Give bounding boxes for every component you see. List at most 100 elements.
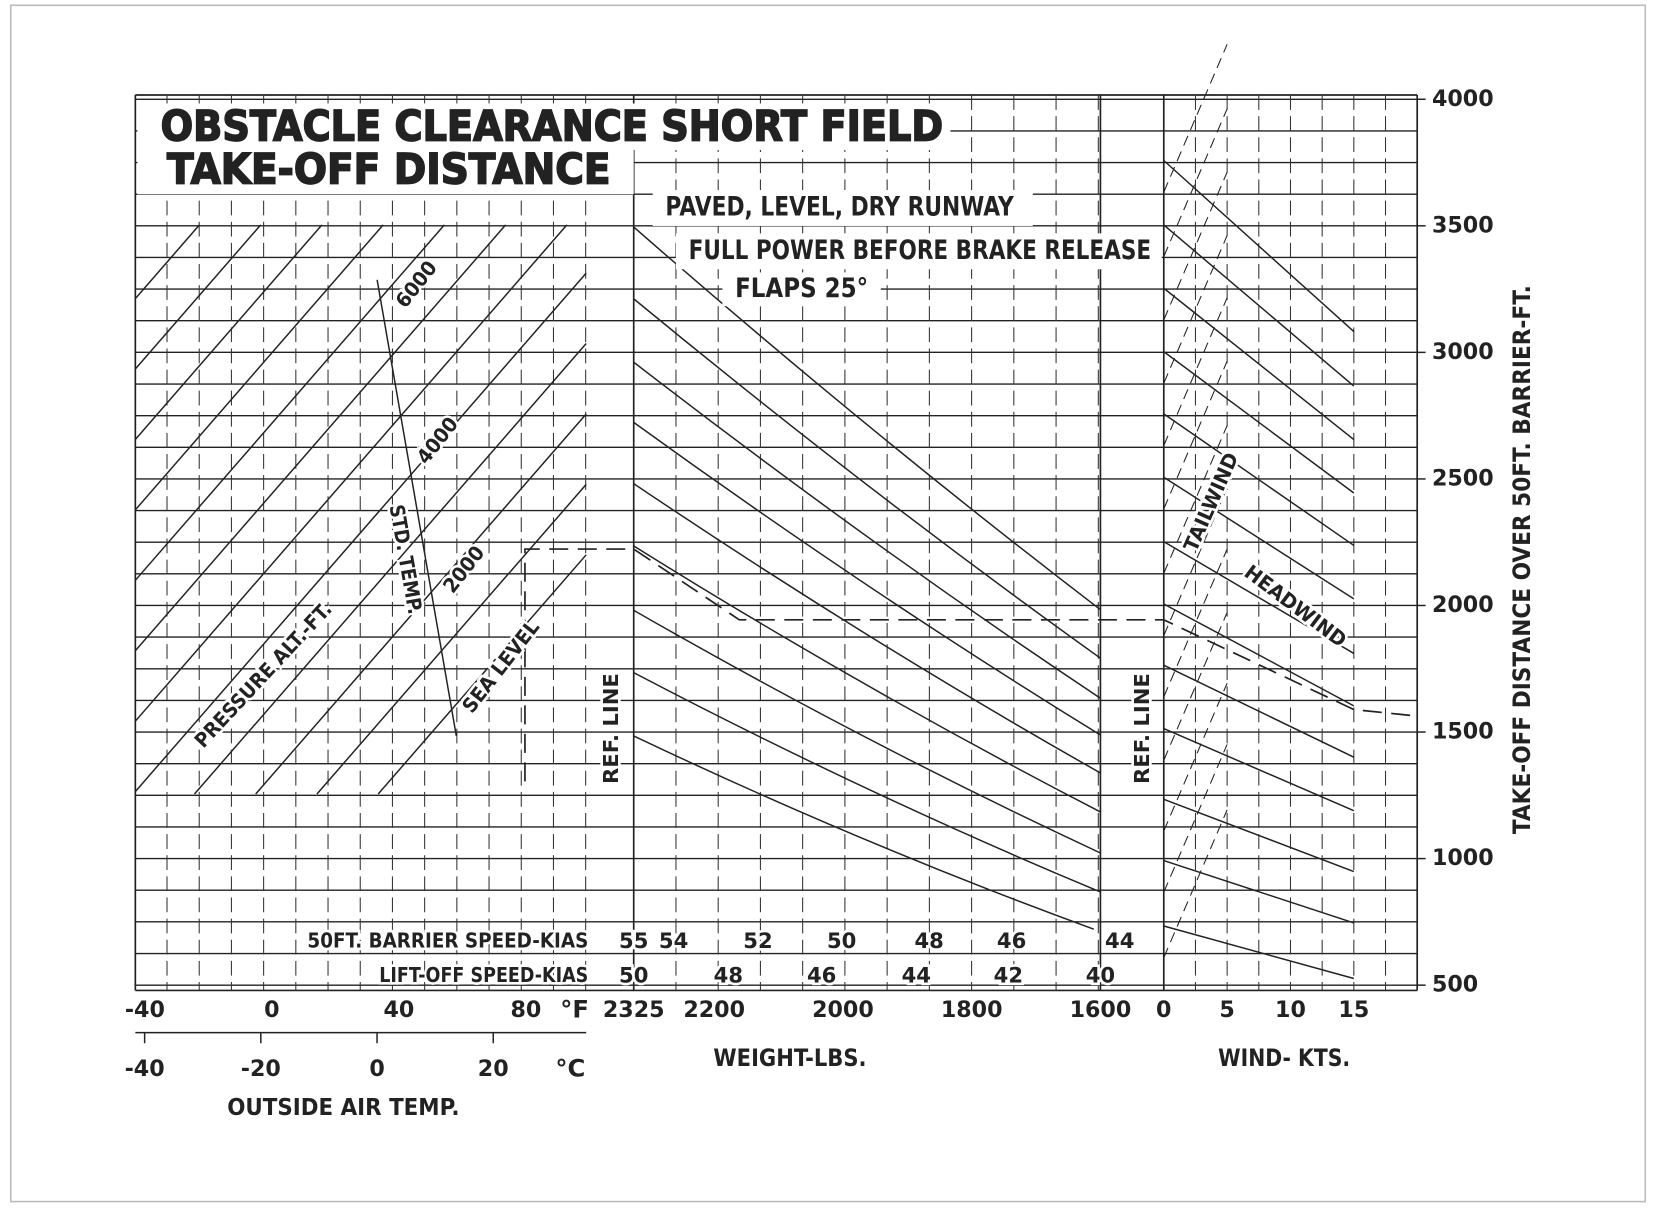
f-tick-label: 40 <box>383 997 414 1023</box>
altitude-guide <box>134 224 323 440</box>
annotation: REF. LINE <box>599 673 623 784</box>
c-tick-label: -40 <box>125 1056 165 1082</box>
weight-guide <box>633 609 1101 854</box>
speed-value: 40 <box>1086 963 1115 988</box>
y-tick-label: 500 <box>1432 972 1478 998</box>
wind-tick-label: 15 <box>1338 997 1369 1023</box>
chart-subtitle: FLAPS 25° <box>735 274 868 304</box>
speed-value: 46 <box>807 963 836 988</box>
weight-label: WEIGHT-LBS. <box>713 1043 866 1072</box>
headwind-guide <box>1163 603 1355 707</box>
y-tick-label: 4000 <box>1432 86 1494 112</box>
tailwind-guide <box>1163 425 1228 574</box>
c-tick-label: 20 <box>478 1056 509 1082</box>
title-box <box>675 233 1162 270</box>
chart-subtitle: PAVED, LEVEL, DRY RUNWAY <box>665 193 1014 223</box>
weight-guide <box>633 361 1101 699</box>
speed-row-label: LIFT-OFF SPEED-KIAS <box>379 963 588 987</box>
speed-value: 50 <box>827 928 856 953</box>
f-tick-label: 80 <box>510 997 541 1023</box>
speed-value: 48 <box>914 928 943 953</box>
y-tick-label: 2000 <box>1432 592 1494 618</box>
headwind-guide <box>1163 159 1355 333</box>
altitude-guide <box>134 224 445 581</box>
std-temp-line <box>376 279 458 737</box>
tailwind-guide <box>1163 612 1228 761</box>
c-tick-label: 0 <box>369 1056 384 1082</box>
altitude-guide <box>134 224 507 652</box>
altitude-guide <box>134 272 587 793</box>
speed-value: 52 <box>743 928 772 953</box>
y-tick-label: 2500 <box>1432 465 1494 491</box>
weight-guide <box>633 671 1101 893</box>
headwind-guide <box>1163 925 1355 980</box>
labels: 5001000150020002500300035004000TAKE-OFF … <box>125 86 1536 1121</box>
speed-value: 50 <box>619 963 648 988</box>
y-tick-label: 3500 <box>1432 212 1494 238</box>
title-box <box>137 103 951 150</box>
wind-label: WIND- KTS. <box>1218 1043 1350 1072</box>
wind-tick-label: 10 <box>1275 997 1306 1023</box>
y-tick-label: 1000 <box>1432 845 1494 871</box>
weight-guide <box>633 482 1101 774</box>
altitude-guide <box>316 483 587 795</box>
headwind-guide <box>1163 351 1355 494</box>
title-box <box>652 190 1033 226</box>
annotation: REF. LINE <box>1130 673 1154 784</box>
tailwind-guide <box>1163 487 1228 636</box>
chart-title: TAKE-OFF DISTANCE <box>167 145 610 194</box>
headwind-guide <box>1163 541 1355 655</box>
headwind-guide <box>1163 859 1355 924</box>
headwind-guide <box>1163 476 1355 600</box>
speed-value: 42 <box>994 963 1023 988</box>
tailwind-guide <box>1163 548 1228 698</box>
altitude-guide <box>377 554 587 795</box>
tailwind-guide <box>1163 682 1228 832</box>
altitude-guide <box>134 224 568 722</box>
altitude-guide <box>134 224 200 300</box>
tailwind-guide <box>1163 171 1228 321</box>
y-axis-label: TAKE-OFF DISTANCE OVER 50FT. BARRIER-FT. <box>1507 285 1536 834</box>
y-tick-label: 3000 <box>1432 339 1494 365</box>
weight-tick-label: 2325 <box>603 997 665 1023</box>
speed-value: 48 <box>714 963 743 988</box>
c-tick-label: -20 <box>241 1056 281 1082</box>
altitude-guide <box>255 413 587 795</box>
weight-guide <box>633 545 1101 813</box>
tailwind-guide <box>1163 235 1228 384</box>
weight-tick-label: 1800 <box>941 997 1003 1023</box>
tailwind-guide <box>1163 108 1228 257</box>
weight-guide <box>633 226 1101 611</box>
guide-lines <box>134 44 1416 980</box>
wind-tick-label: 0 <box>1156 997 1171 1023</box>
example-path <box>524 548 1416 782</box>
altitude-guide <box>134 224 384 511</box>
c-unit: °C <box>555 1054 585 1083</box>
f-unit: °F <box>560 994 589 1023</box>
f-tick-label: -40 <box>125 997 165 1023</box>
title-box <box>137 149 634 195</box>
y-tick-label: 1500 <box>1432 719 1494 745</box>
tailwind-guide <box>1163 744 1228 893</box>
speed-value: 46 <box>997 928 1026 953</box>
tailwind-guide <box>1163 360 1228 510</box>
weight-guide <box>633 735 1095 930</box>
weight-tick-label: 2200 <box>683 997 745 1023</box>
weight-guide <box>633 421 1101 736</box>
tailwind-guide <box>1163 44 1228 193</box>
tailwind-guide <box>1163 297 1228 446</box>
weight-guide <box>633 298 1101 659</box>
altitude-guide <box>134 224 262 370</box>
weight-tick-label: 2000 <box>812 997 874 1023</box>
headwind-guide <box>1163 727 1355 812</box>
speed-value: 55 <box>619 928 648 953</box>
speed-value: 44 <box>1105 928 1134 953</box>
altitude-guide <box>193 343 587 795</box>
headwind-guide <box>1163 224 1355 387</box>
wind-tick-label: 5 <box>1219 997 1234 1023</box>
headwind-guide <box>1163 664 1355 758</box>
headwind-guide <box>1163 287 1355 441</box>
chart-title: OBSTACLE CLEARANCE SHORT FIELD <box>161 101 943 150</box>
